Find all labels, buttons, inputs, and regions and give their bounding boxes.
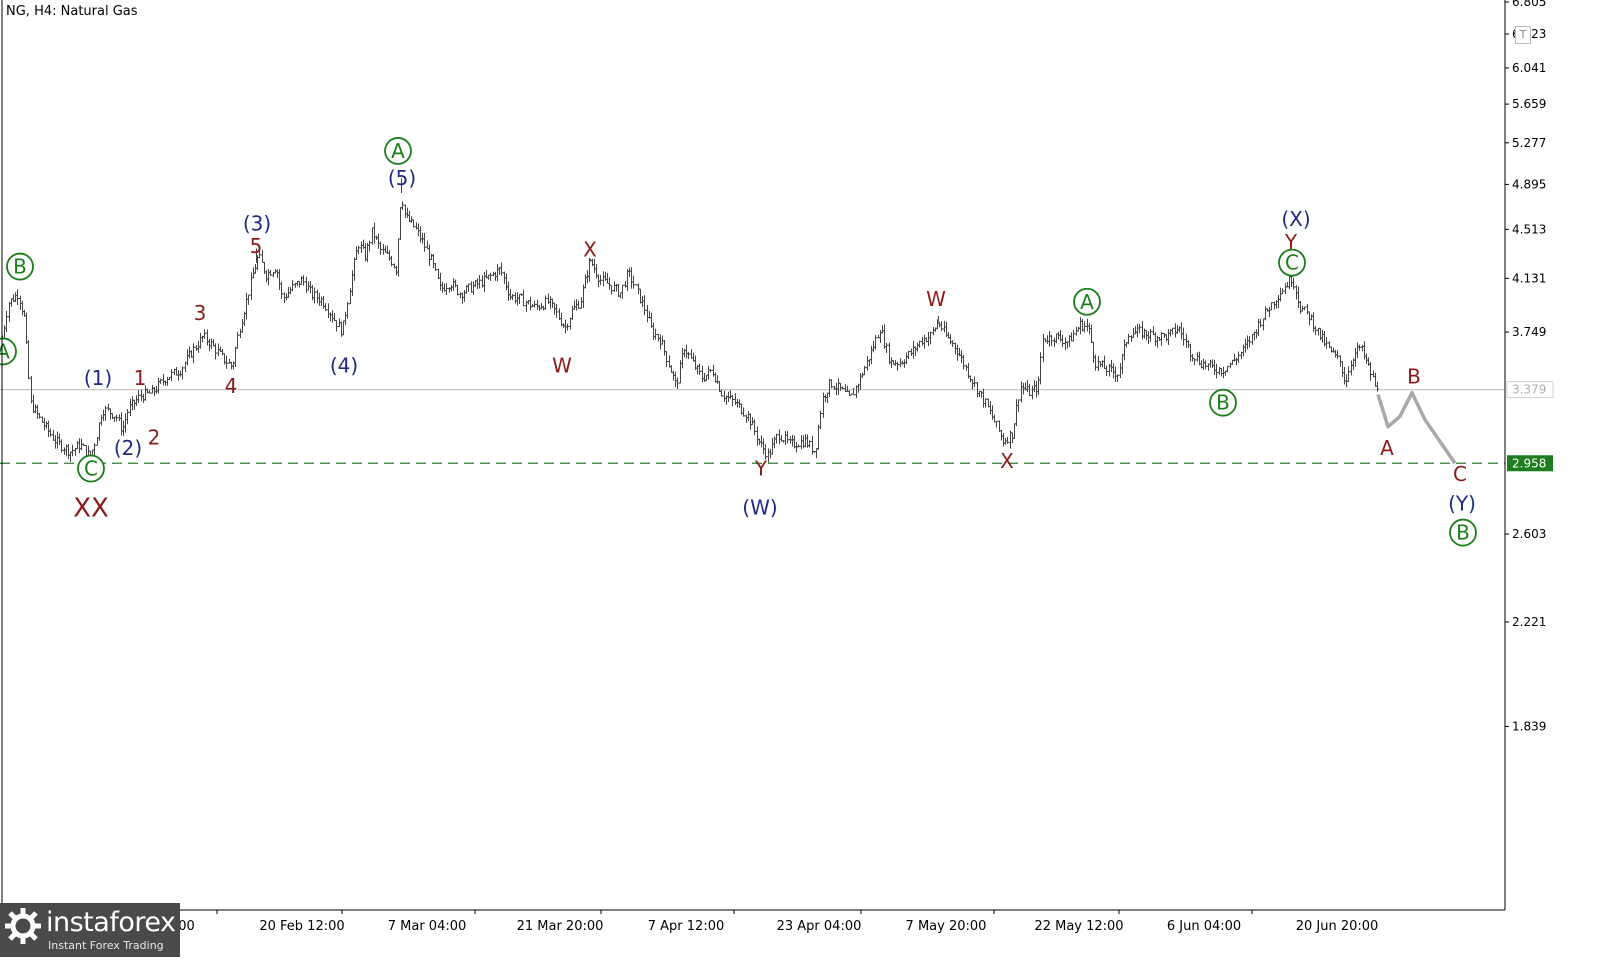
wave-label: 1 <box>134 366 147 390</box>
wave-label: (5) <box>388 166 416 190</box>
current-price-marker <box>1506 381 1554 399</box>
wave-label: C <box>1453 462 1467 486</box>
wave-label: A <box>1080 290 1094 314</box>
wave-label: B <box>1407 364 1421 388</box>
support-level-label: 2.958 <box>1512 456 1546 470</box>
price-tick-label: 2.603 <box>1512 527 1546 541</box>
price-tick-label: 1.839 <box>1512 719 1546 733</box>
wave-label-circle <box>384 137 412 165</box>
price-tick-label: 3.749 <box>1512 325 1546 339</box>
time-tick-label: 6 Jun 04:00 <box>1167 919 1241 934</box>
wave-label: C <box>84 457 98 481</box>
wave-label: Y <box>754 457 768 481</box>
price-tick-label: 6.805 <box>1512 0 1546 9</box>
wave-label: (2) <box>114 436 142 460</box>
instaforex-watermark: instaforex Instant Forex Trading <box>0 903 180 957</box>
watermark-brand: instaforex <box>46 907 176 938</box>
price-tick-label: 4.131 <box>1512 271 1546 285</box>
wave-label: (4) <box>330 353 358 377</box>
wave-label: (X) <box>1281 207 1310 231</box>
gear-icon <box>5 908 41 944</box>
wave-label: A <box>1380 436 1394 460</box>
wave-label: A <box>0 339 10 363</box>
watermark-tagline: Instant Forex Trading <box>48 939 164 952</box>
wave-label-circle <box>6 252 34 281</box>
wave-label: Y <box>1284 230 1298 254</box>
time-tick-label: 7 Mar 04:00 <box>388 919 467 934</box>
wave-label: 4 <box>225 374 238 398</box>
wave-label-circle <box>1073 287 1101 316</box>
time-tick-label: 23 Apr 04:00 <box>777 919 862 934</box>
wave-label-circle <box>77 454 105 483</box>
price-tick-label: 6.041 <box>1512 61 1546 75</box>
symbol-title: NG, H4: Natural Gas <box>6 4 138 19</box>
wave-label: XX <box>73 494 109 524</box>
wave-label: B <box>1216 391 1230 415</box>
wave-label: X <box>583 238 597 262</box>
price-tick-label: 4.513 <box>1512 222 1546 236</box>
wave-label: A <box>391 139 405 163</box>
time-tick-label: 20 Jun 20:00 <box>1296 919 1379 934</box>
wave-label: W <box>926 287 946 311</box>
wave-label: (3) <box>243 212 271 236</box>
wave-label: 5 <box>250 234 263 258</box>
time-tick-label: 21 Mar 20:00 <box>517 919 604 934</box>
wave-label-circle <box>1209 388 1237 417</box>
wave-label: (Y) <box>1448 492 1476 516</box>
price-tick-label: 5.277 <box>1512 136 1546 150</box>
wave-label: B <box>13 255 27 279</box>
support-level-badge <box>1507 455 1553 472</box>
price-tick-label: 5.659 <box>1512 97 1546 111</box>
wave-label-circle <box>1449 518 1477 547</box>
text-tool-button[interactable]: T <box>1515 26 1531 44</box>
price-tick-label: 4.895 <box>1512 177 1546 191</box>
wave-label: W <box>552 353 572 377</box>
wave-projection-path <box>1376 390 1457 465</box>
wave-label: 2 <box>148 425 161 449</box>
current-price-label: 3.379 <box>1512 383 1546 397</box>
wave-label-circle <box>0 337 17 366</box>
wave-label: X <box>1000 449 1014 473</box>
time-tick-label: 20 Feb 12:00 <box>259 919 344 934</box>
wave-label: (1) <box>84 366 112 390</box>
price-tick-label: 2.221 <box>1512 615 1546 629</box>
wave-label: B <box>1456 521 1470 545</box>
wave-label: 3 <box>194 301 207 325</box>
wave-label: (W) <box>742 496 777 520</box>
time-tick-label: 7 May 20:00 <box>906 919 987 934</box>
wave-label-circle <box>1278 248 1306 277</box>
time-tick-label: 7 Apr 12:00 <box>648 919 725 934</box>
wave-label: C <box>1285 251 1299 275</box>
time-tick-label: 22 May 12:00 <box>1034 919 1123 934</box>
